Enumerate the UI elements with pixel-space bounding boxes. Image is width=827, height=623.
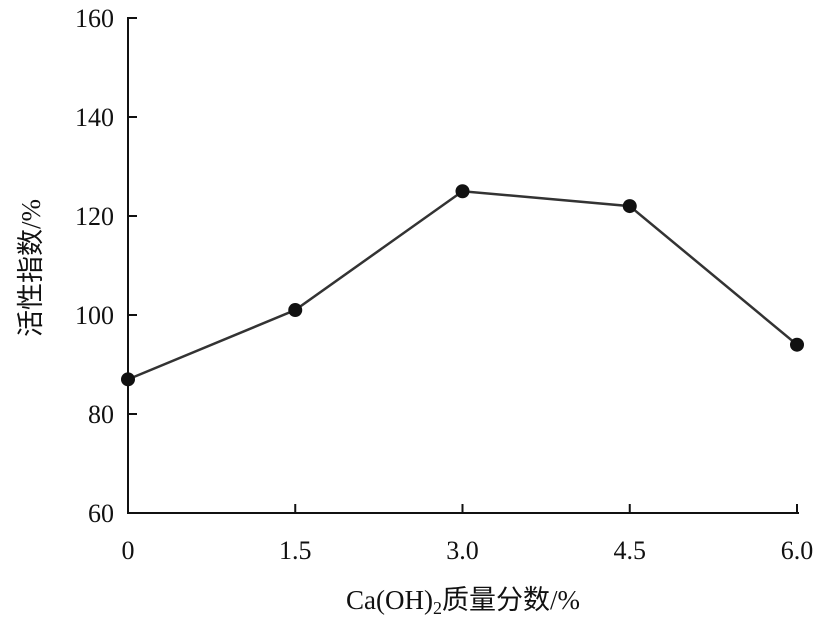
y-ticks: 60 80 100 120 140 160 <box>75 4 137 528</box>
axes <box>127 17 799 514</box>
x-tick-label: 6.0 <box>781 536 814 565</box>
x-tick-label: 3.0 <box>446 536 479 565</box>
x-tick-label: 0 <box>122 536 135 565</box>
data-point <box>455 184 470 199</box>
data-point <box>790 337 804 352</box>
x-axis-title-suffix: 质量分数/% <box>442 585 580 615</box>
series-line <box>127 189 798 381</box>
y-tick-label: 140 <box>75 103 114 132</box>
data-point <box>622 199 637 214</box>
y-tick-label: 100 <box>75 301 114 330</box>
y-tick-label: 120 <box>75 202 114 231</box>
x-axis-title: Ca(OH)2质量分数/% <box>346 585 580 618</box>
data-point <box>121 372 135 387</box>
x-axis-title-prefix: Ca(OH) <box>346 585 433 615</box>
y-tick-label: 160 <box>75 4 114 33</box>
x-axis-title-subscript: 2 <box>433 598 442 618</box>
series-group <box>121 184 804 387</box>
x-tick-label: 1.5 <box>279 536 312 565</box>
data-point <box>288 303 303 318</box>
y-axis-title: 活性指数/% <box>16 199 46 337</box>
x-ticks: 0 1.5 3.0 4.5 6.0 <box>122 504 814 565</box>
x-tick-label: 4.5 <box>614 536 647 565</box>
y-tick-label: 80 <box>88 400 114 429</box>
y-tick-label: 60 <box>88 499 114 528</box>
